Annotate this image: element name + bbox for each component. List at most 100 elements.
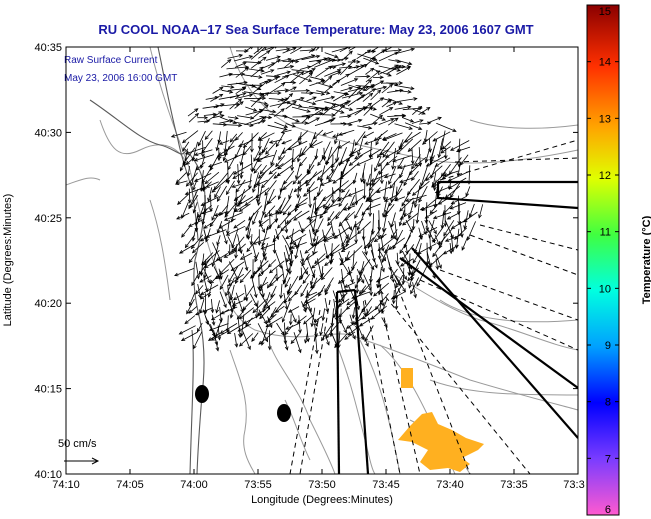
current-vector: [238, 323, 252, 332]
current-vector: [357, 125, 372, 129]
current-vector: [259, 218, 269, 227]
current-vector-head: [354, 141, 359, 146]
current-vector-head: [373, 121, 378, 126]
current-vector-head: [372, 107, 377, 111]
current-vector: [393, 283, 404, 300]
current-vector-head: [255, 182, 261, 186]
current-vector-head: [291, 158, 296, 163]
current-vector-head: [240, 72, 246, 77]
current-vector-head: [211, 321, 216, 326]
current-vector-head: [296, 71, 301, 75]
current-vector: [220, 59, 232, 68]
current-vector: [245, 68, 265, 72]
current-vector: [257, 188, 262, 206]
current-vector: [200, 291, 212, 300]
current-vector: [371, 47, 380, 52]
current-vector-head: [316, 176, 321, 181]
current-vector-head: [337, 280, 343, 285]
current-vector-head: [184, 243, 189, 249]
current-vector: [357, 221, 371, 234]
current-vector-head: [455, 148, 461, 153]
current-vector: [348, 195, 355, 210]
current-vector: [194, 149, 213, 156]
current-vector-head: [291, 124, 297, 128]
current-vector-head: [374, 167, 378, 172]
current-vector-head: [267, 79, 272, 83]
current-vector: [317, 179, 323, 197]
current-vector: [216, 139, 220, 151]
current-vector: [243, 74, 262, 78]
current-vector-head: [286, 47, 291, 52]
current-vector: [413, 218, 415, 230]
current-vector: [369, 197, 381, 202]
current-vector-head: [377, 162, 382, 167]
current-vector: [390, 268, 398, 279]
current-vector: [459, 221, 463, 238]
current-vector-head: [264, 337, 269, 343]
current-vector-head: [293, 188, 298, 193]
current-vector: [315, 148, 318, 160]
current-vector: [259, 132, 275, 141]
current-vector: [189, 292, 196, 306]
current-vector: [418, 147, 421, 167]
current-vector-head: [314, 349, 319, 355]
current-vector-head: [401, 64, 406, 69]
current-vector: [219, 116, 237, 124]
current-vector: [418, 107, 431, 116]
current-vector: [235, 67, 249, 78]
current-vector: [388, 220, 396, 239]
y-tick-label: 40:10: [34, 469, 62, 481]
current-vector-head: [391, 165, 396, 170]
current-vector: [334, 226, 351, 239]
current-vector-head: [262, 253, 267, 258]
current-vector-head: [296, 158, 301, 163]
current-vector: [299, 66, 311, 70]
current-vector: [265, 316, 283, 327]
current-vector: [389, 172, 403, 189]
current-vector-head: [267, 200, 272, 205]
current-vector-head: [218, 258, 222, 263]
current-vector-head: [237, 247, 242, 252]
current-vector: [427, 261, 436, 279]
current-vector-head: [419, 119, 424, 123]
current-vector-head: [381, 258, 385, 264]
current-vector-head: [395, 284, 399, 289]
current-vector-head: [292, 180, 297, 185]
current-vector: [262, 226, 269, 246]
current-vector: [331, 157, 340, 168]
current-vector: [251, 275, 257, 298]
current-vector: [267, 76, 279, 84]
current-vector: [289, 228, 294, 251]
current-vector-head: [444, 194, 449, 199]
current-vector: [324, 284, 331, 295]
current-vector: [366, 188, 374, 201]
current-vector: [316, 82, 333, 88]
current-vector: [399, 197, 414, 212]
colorbar-tick-label: 11: [600, 227, 611, 239]
current-vector-head: [293, 318, 297, 324]
current-vector-head: [341, 188, 346, 193]
current-vector-head: [185, 160, 190, 165]
current-vector: [243, 61, 262, 64]
current-vector-head: [191, 237, 196, 242]
current-vector-head: [443, 222, 448, 228]
current-vector-head: [387, 72, 392, 77]
current-vector: [305, 291, 318, 298]
current-vector-head: [279, 210, 284, 215]
current-vector: [288, 188, 294, 199]
current-vector-head: [419, 207, 425, 211]
current-vector-head: [264, 80, 269, 85]
current-vector: [203, 221, 214, 229]
current-vector-head: [312, 238, 317, 243]
current-vector: [285, 123, 296, 128]
current-vector: [286, 251, 292, 263]
current-vector: [188, 218, 205, 227]
current-vector: [399, 163, 414, 169]
current-vector-head: [257, 201, 261, 207]
current-vector: [206, 181, 219, 188]
current-vector-head: [205, 119, 211, 123]
current-vector-head: [419, 235, 423, 240]
current-vector: [478, 204, 484, 218]
current-vector-head: [398, 81, 404, 85]
current-vector-head: [347, 206, 352, 211]
